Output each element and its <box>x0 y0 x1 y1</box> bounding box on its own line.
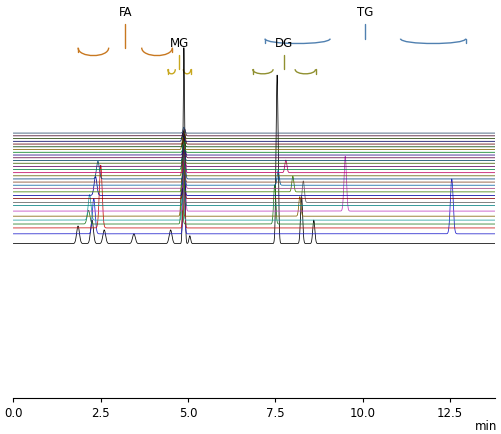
Text: DG: DG <box>275 37 293 50</box>
Text: min: min <box>475 420 497 433</box>
Text: FA: FA <box>118 6 132 19</box>
Text: TG: TG <box>357 6 374 19</box>
Text: MG: MG <box>170 37 189 50</box>
